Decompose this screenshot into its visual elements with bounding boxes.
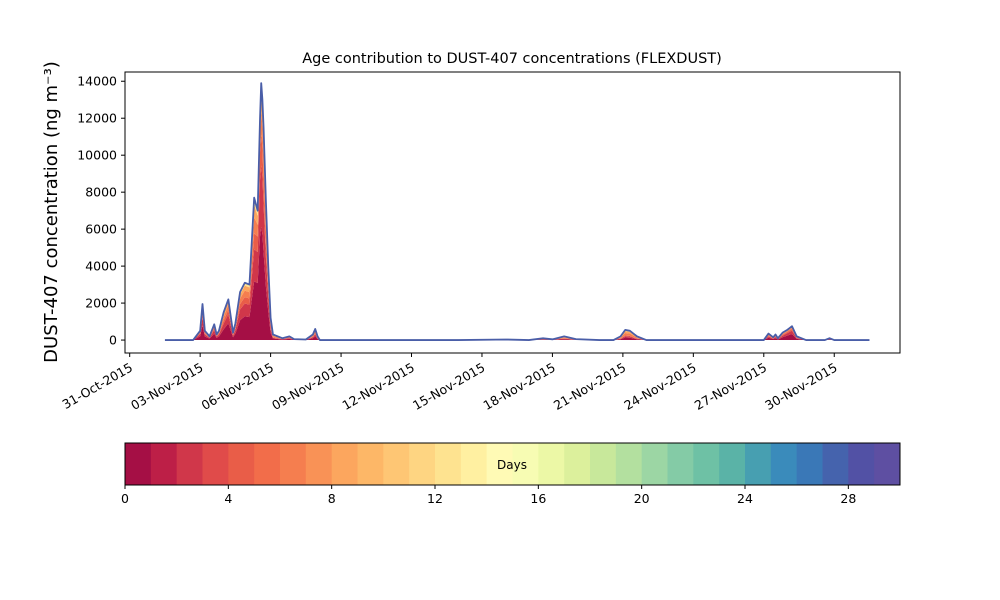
colorbar-tick-label: 28 [840, 491, 856, 506]
x-tick-label: 30-Nov-2015 [762, 360, 839, 413]
x-tick-label: 18-Nov-2015 [480, 360, 557, 413]
colorbar: 0 4 8 12 16 20 24 28 [121, 442, 901, 506]
y-tick-label: 8000 [85, 185, 117, 200]
colorbar-swatch [305, 443, 333, 485]
y-tick-label: 0 [109, 333, 117, 348]
y-tick-label: 12000 [77, 111, 117, 126]
colorbar-swatch [150, 443, 178, 485]
colorbar-swatch [538, 443, 565, 485]
y-tick-label: 4000 [85, 259, 117, 274]
colorbar-swatch [228, 443, 255, 485]
colorbar-swatch [176, 443, 203, 485]
colorbar-swatch [615, 443, 643, 485]
colorbar-swatch [822, 443, 849, 485]
colorbar-swatch [435, 443, 462, 485]
colorbar-swatch [331, 443, 358, 485]
y-tick-label: 14000 [77, 74, 117, 89]
colorbar-swatch [254, 443, 281, 485]
x-axis: 31-Oct-201503-Nov-201506-Nov-201509-Nov-… [60, 353, 840, 413]
x-tick-label: 12-Nov-2015 [340, 360, 417, 413]
colorbar-swatch [693, 443, 720, 485]
x-tick-label: 06-Nov-2015 [199, 360, 276, 413]
colorbar-tick-label: 12 [427, 491, 443, 506]
colorbar-swatch [409, 443, 436, 485]
y-tick-label: 6000 [85, 222, 117, 237]
y-axis: 0 2000 4000 6000 8000 10000 12000 14000 [77, 74, 125, 348]
colorbar-tick-label: 8 [328, 491, 336, 506]
colorbar-swatch [590, 443, 617, 485]
colorbar-swatch [641, 443, 668, 485]
colorbar-swatch [564, 443, 591, 485]
chart-title: Age contribution to DUST-407 concentrati… [302, 51, 722, 67]
y-axis-label: DUST-407 concentration (ng m⁻³) [41, 61, 62, 363]
colorbar-swatch [280, 443, 307, 485]
colorbar-swatch [796, 443, 823, 485]
plot-area-frame [124, 71, 901, 354]
colorbar-tick-label: 16 [530, 491, 546, 506]
colorbar-swatch [383, 443, 410, 485]
x-tick-label: 24-Nov-2015 [621, 360, 698, 413]
colorbar-frame [124, 442, 901, 486]
colorbar-swatch [770, 443, 798, 485]
colorbar-swatch [357, 443, 384, 485]
y-tick-label: 2000 [85, 296, 117, 311]
colorbar-swatch [667, 443, 694, 485]
x-tick-label: 15-Nov-2015 [410, 360, 487, 413]
colorbar-swatch [486, 443, 513, 485]
x-tick-label: 09-Nov-2015 [269, 360, 346, 413]
x-tick-label: 31-Oct-2015 [60, 360, 136, 412]
total-concentration-line [164, 82, 870, 341]
y-tick-label: 10000 [77, 148, 117, 163]
colorbar-swatch [125, 443, 152, 485]
colorbar-swatch [460, 443, 488, 485]
colorbar-tick-label: 0 [121, 491, 129, 506]
colorbar-tick-label: 24 [737, 491, 753, 506]
colorbar-tick-label: 4 [224, 491, 232, 506]
colorbar-tick-label: 20 [634, 491, 650, 506]
x-tick-label: 27-Nov-2015 [692, 360, 769, 413]
colorbar-swatch [745, 443, 772, 485]
x-tick-label: 03-Nov-2015 [128, 360, 205, 413]
x-tick-label: 21-Nov-2015 [551, 360, 628, 413]
colorbar-swatch [512, 443, 539, 485]
colorbar-label: Days [497, 458, 527, 472]
colorbar-swatch [848, 443, 875, 485]
colorbar-swatch [719, 443, 746, 485]
plot-areas [164, 82, 870, 341]
colorbar-swatch [202, 443, 229, 485]
colorbar-swatch [874, 443, 901, 485]
